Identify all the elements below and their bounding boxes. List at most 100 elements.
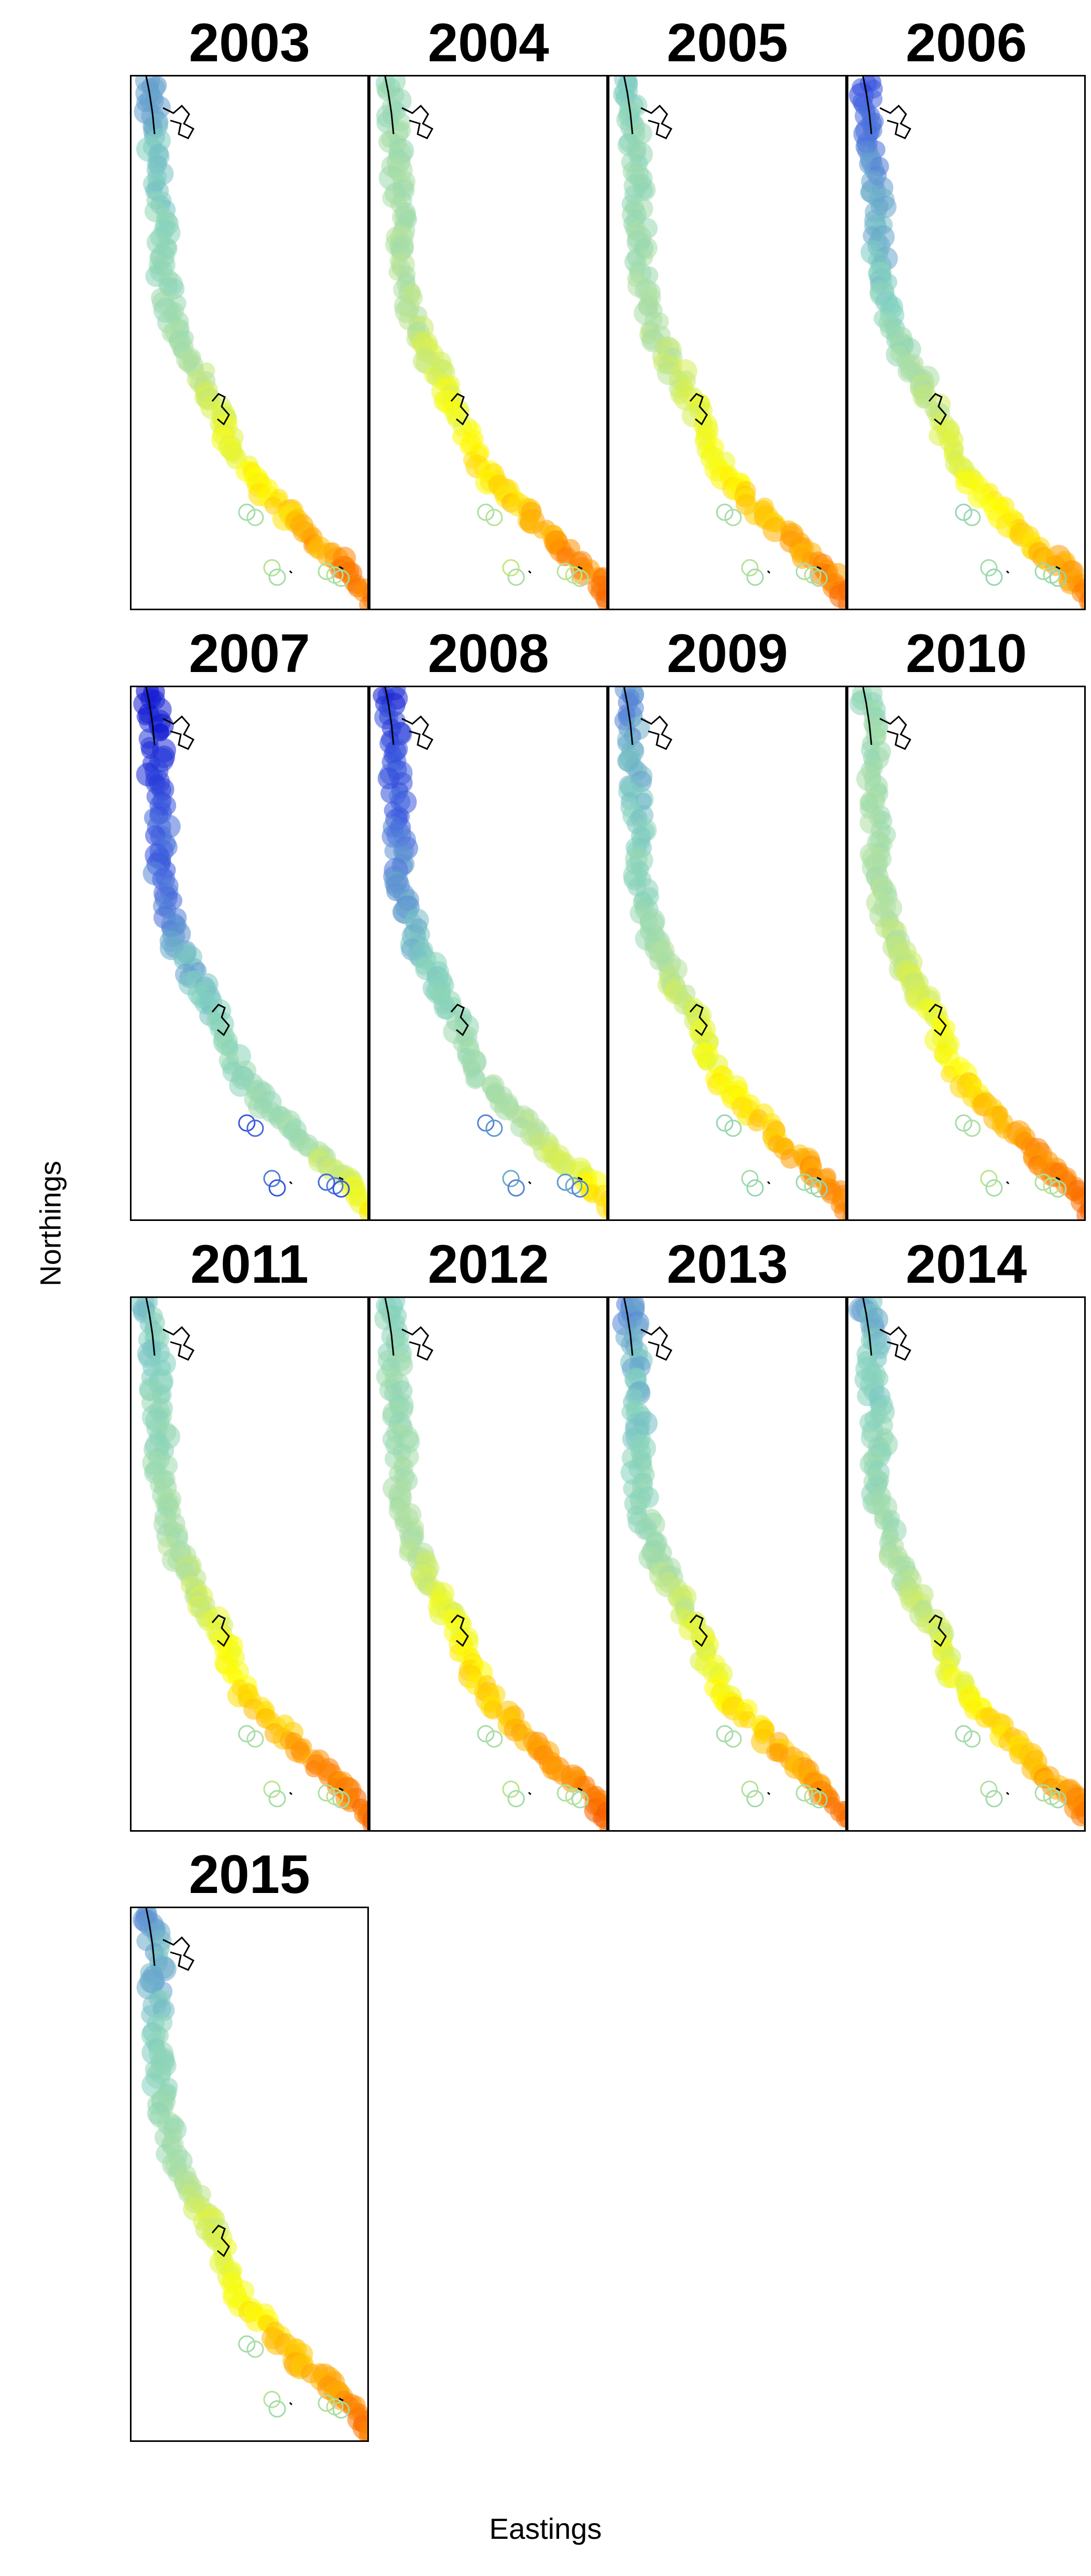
coastline-outline [211,393,230,426]
offshore-point [716,1725,734,1743]
offshore-point [502,1170,520,1187]
offshore-point [955,1114,973,1132]
map-plot-2004 [375,76,606,609]
offshore-points [716,1114,828,1198]
offshore-point [741,1170,759,1187]
observation-points [132,1298,367,1830]
coastline-outline [211,1004,230,1037]
offshore-point [955,503,973,521]
offshore-point [263,559,281,577]
offshore-point [557,563,574,580]
coastline-outline [767,1787,822,1796]
coastline [384,76,583,574]
offshore-point [263,2391,281,2408]
offshore-points [955,1114,1067,1198]
coastline-outline [1006,566,1061,574]
coastline [384,1298,583,1796]
panel-title-2013: 2013 [667,1234,788,1295]
coastline-outline [1006,1787,1061,1796]
panel-title-2003: 2003 [189,13,310,73]
obs-point [1076,1204,1084,1219]
offshore-point [716,503,734,521]
coastline-outline [145,1298,195,1361]
observation-points [849,687,1084,1219]
observation-points [612,1298,845,1829]
offshore-point [571,1791,589,1809]
map-plot-2005 [613,76,845,609]
offshore-point [246,509,264,526]
coastline-outline [289,1176,344,1185]
offshore-point [1034,563,1052,580]
coastline-outline [623,687,673,750]
offshore-point [810,1180,828,1198]
coastline-outline [623,1298,673,1361]
coastline-outline [450,393,469,426]
coastline-outline [689,393,708,426]
offshore-points [477,503,589,587]
offshore-point [795,1173,813,1191]
coastline-outline [767,566,822,574]
map-panel-2011 [130,1296,369,1832]
coastline-outline [689,1004,708,1037]
coastline-outline [145,1908,195,1971]
obs-point [605,602,606,609]
offshore-points [477,1114,589,1198]
offshore-point [1049,1791,1067,1809]
offshore-point [963,509,981,526]
offshore-points [716,1725,828,1809]
offshore-point [318,2394,335,2412]
offshore-point [746,1790,764,1808]
map-panel-2012 [369,1296,608,1832]
panel-title-2007: 2007 [189,623,310,684]
map-panel-2005 [608,75,847,610]
offshore-point [246,2340,264,2358]
offshore-point [502,1780,520,1798]
obs-point [358,2425,367,2440]
offshore-point [246,1119,264,1137]
offshore-point [246,1730,264,1748]
coastline-outline [211,1614,230,1647]
map-plot-2008 [373,687,606,1219]
coastline-outline [862,687,912,750]
observation-points [375,76,606,609]
offshore-point [502,559,520,577]
offshore-point [716,1114,734,1132]
offshore-points [238,2335,350,2419]
offshore-point [318,1784,335,1802]
offshore-point [1049,1180,1067,1198]
offshore-point [268,2400,286,2418]
map-panel-2008 [369,686,608,1221]
panel-title-2008: 2008 [428,623,549,684]
offshore-point [557,1784,574,1802]
offshore-point [238,1114,256,1132]
offshore-points [955,503,1067,587]
obs-point [1071,1806,1084,1826]
coastline [145,1298,344,1796]
observation-points [373,687,606,1219]
offshore-point [238,2335,256,2353]
coastline-outline [450,1004,469,1037]
coastline [145,1908,344,2406]
observation-points [133,687,367,1219]
obs-point [1081,598,1084,609]
coastline-outline [145,76,195,139]
observation-points [613,76,845,609]
coastline-outline [289,566,344,574]
map-panel-2006 [847,75,1086,610]
offshore-point [485,1119,503,1137]
panel-title-2012: 2012 [428,1234,549,1295]
obs-point [603,1203,606,1217]
y-axis-label: Northings [34,1161,67,1286]
coastline-outline [528,1176,583,1185]
coastline-outline [289,2397,344,2406]
map-plot-2007 [133,687,367,1219]
coastline-outline [689,1614,708,1647]
obs-point [599,1818,606,1830]
map-plot-2006 [849,76,1084,609]
offshore-point [571,1180,589,1198]
offshore-point [724,1119,742,1137]
offshore-points [477,1725,589,1809]
map-panel-2007 [130,686,369,1221]
offshore-point [985,1790,1003,1808]
